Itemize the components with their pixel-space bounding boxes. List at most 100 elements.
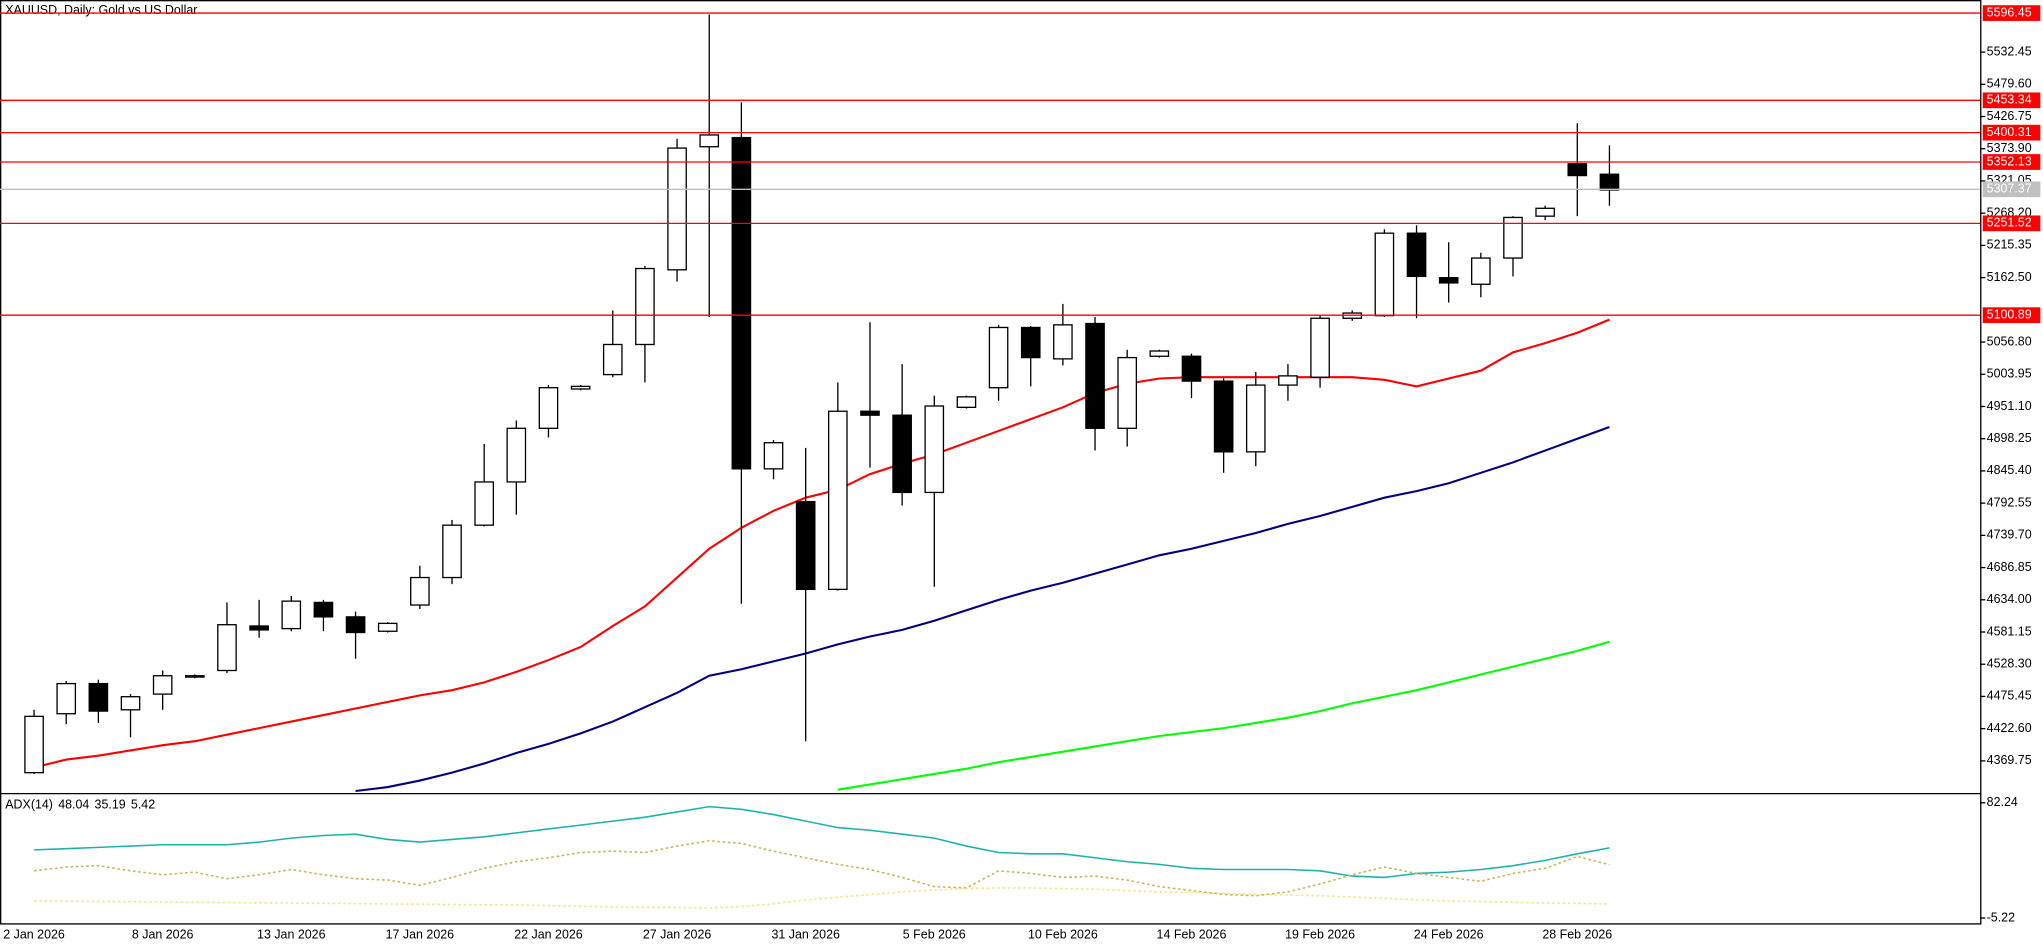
level-label-bg [1982, 307, 2041, 324]
candle-body [924, 405, 945, 494]
candle-body [956, 396, 977, 408]
candle-body [1181, 355, 1202, 382]
candle-body [377, 622, 398, 632]
x-tick-label: 8 Jan 2026 [132, 927, 194, 941]
y-tick-label: -5.22 [1987, 910, 2015, 924]
candle-body [281, 600, 302, 630]
chart-title: XAUUSD, Daily: Gold vs US Dollar [5, 3, 197, 17]
candle-body [667, 147, 687, 271]
y-tick-label: 4792.55 [1987, 495, 2032, 509]
candle-body [538, 387, 559, 429]
y-tick-label: 4369.75 [1987, 753, 2032, 767]
candle-body [1567, 163, 1588, 177]
candle-body [602, 343, 623, 376]
x-tick-label: 2 Jan 2026 [3, 927, 65, 941]
y-tick-label: 4528.30 [1987, 657, 2032, 671]
x-tick-label: 27 Jan 2026 [643, 927, 712, 941]
candle-body [313, 601, 334, 618]
candle-body [1406, 232, 1427, 278]
y-tick-label: 5056.80 [1987, 334, 2032, 348]
candle-body [24, 715, 44, 774]
moving-average [837, 640, 1610, 791]
x-tick-label: 5 Feb 2026 [903, 927, 966, 941]
candle-body [249, 625, 269, 631]
level-label: 5251.52 [1987, 216, 2032, 230]
candle-body [1213, 380, 1234, 453]
candle-body [1085, 322, 1105, 429]
y-tick-label: 4898.25 [1987, 431, 2032, 445]
x-tick-label: 13 Jan 2026 [257, 927, 326, 941]
x-tick-label: 31 Jan 2026 [771, 927, 840, 941]
y-tick-label: 4739.70 [1987, 528, 2032, 542]
indicator-line [34, 887, 1610, 909]
candle-body [345, 616, 366, 634]
plot-frame [0, 0, 1982, 925]
y-tick-label: 4422.60 [1987, 721, 2032, 735]
x-tick-label: 19 Feb 2026 [1285, 927, 1355, 941]
indicator-line [34, 805, 1610, 879]
candle-body [1438, 277, 1459, 284]
indicator-value: 35.19 [95, 798, 126, 812]
indicator-title: ADX(14) [5, 798, 53, 812]
y-tick-label: 5162.50 [1987, 270, 2032, 284]
x-tick-label: 24 Feb 2026 [1414, 927, 1484, 941]
candle-body [1535, 207, 1555, 217]
candle-body [442, 524, 462, 579]
candle-body [570, 385, 591, 390]
candle-body [1149, 350, 1170, 357]
y-tick-label: 4845.40 [1987, 463, 2032, 477]
candle-body [1117, 356, 1138, 429]
indicator-value: 48.04 [58, 798, 89, 812]
level-label-bg [1982, 5, 2041, 21]
candle-body [988, 326, 1009, 389]
x-tick-label: 28 Feb 2026 [1542, 927, 1612, 941]
candle-body [120, 696, 141, 711]
indicator-line [33, 839, 1610, 897]
candle-body [1503, 216, 1523, 259]
candle-body [1599, 173, 1620, 191]
x-tick-label: 17 Jan 2026 [386, 927, 455, 941]
candle-body [56, 682, 77, 715]
candle-body [635, 267, 655, 346]
candle-body [731, 136, 752, 470]
candle-body [1374, 232, 1395, 317]
candle-body [1310, 317, 1330, 378]
candle-body [699, 134, 720, 148]
indicator-header: ADX(14) 48.04 35.19 5.42 [5, 798, 155, 812]
candle-body [474, 481, 494, 526]
level-label: 5100.89 [1987, 307, 2032, 321]
candle-body [506, 427, 527, 483]
candle-body [88, 682, 109, 712]
current-price-label-bg [1982, 181, 2041, 198]
candle-body [1053, 324, 1073, 360]
moving-average [33, 318, 1610, 769]
level-label-bg [1982, 215, 2041, 232]
y-tick-label: 5003.95 [1987, 367, 2032, 381]
y-tick-label: 5215.35 [1987, 238, 2032, 252]
level-label: 5453.34 [1987, 93, 2032, 107]
moving-average [355, 425, 1610, 793]
level-label: 5352.13 [1987, 154, 2032, 168]
x-tick-label: 22 Jan 2026 [514, 927, 583, 941]
y-tick-label: 4686.85 [1987, 560, 2032, 574]
candle-body [410, 576, 430, 606]
candle-body [1471, 257, 1491, 285]
candle-body [184, 675, 205, 678]
candle-body [217, 624, 237, 672]
x-tick-label: 14 Feb 2026 [1157, 927, 1227, 941]
current-price-label: 5307.37 [1987, 182, 2032, 196]
candle-body [1278, 375, 1298, 386]
candle-body [763, 442, 784, 470]
y-tick-label: 82.24 [1987, 795, 2018, 809]
y-tick-label: 5426.75 [1987, 109, 2032, 123]
y-tick-label: 5532.45 [1987, 44, 2032, 58]
y-tick-label: 5373.90 [1987, 141, 2032, 155]
indicator-value: 5.42 [131, 798, 155, 812]
level-label-bg [1982, 154, 2041, 170]
y-tick-label: 4475.45 [1987, 689, 2032, 703]
candle-body [828, 410, 848, 591]
candle-body [1245, 384, 1266, 453]
